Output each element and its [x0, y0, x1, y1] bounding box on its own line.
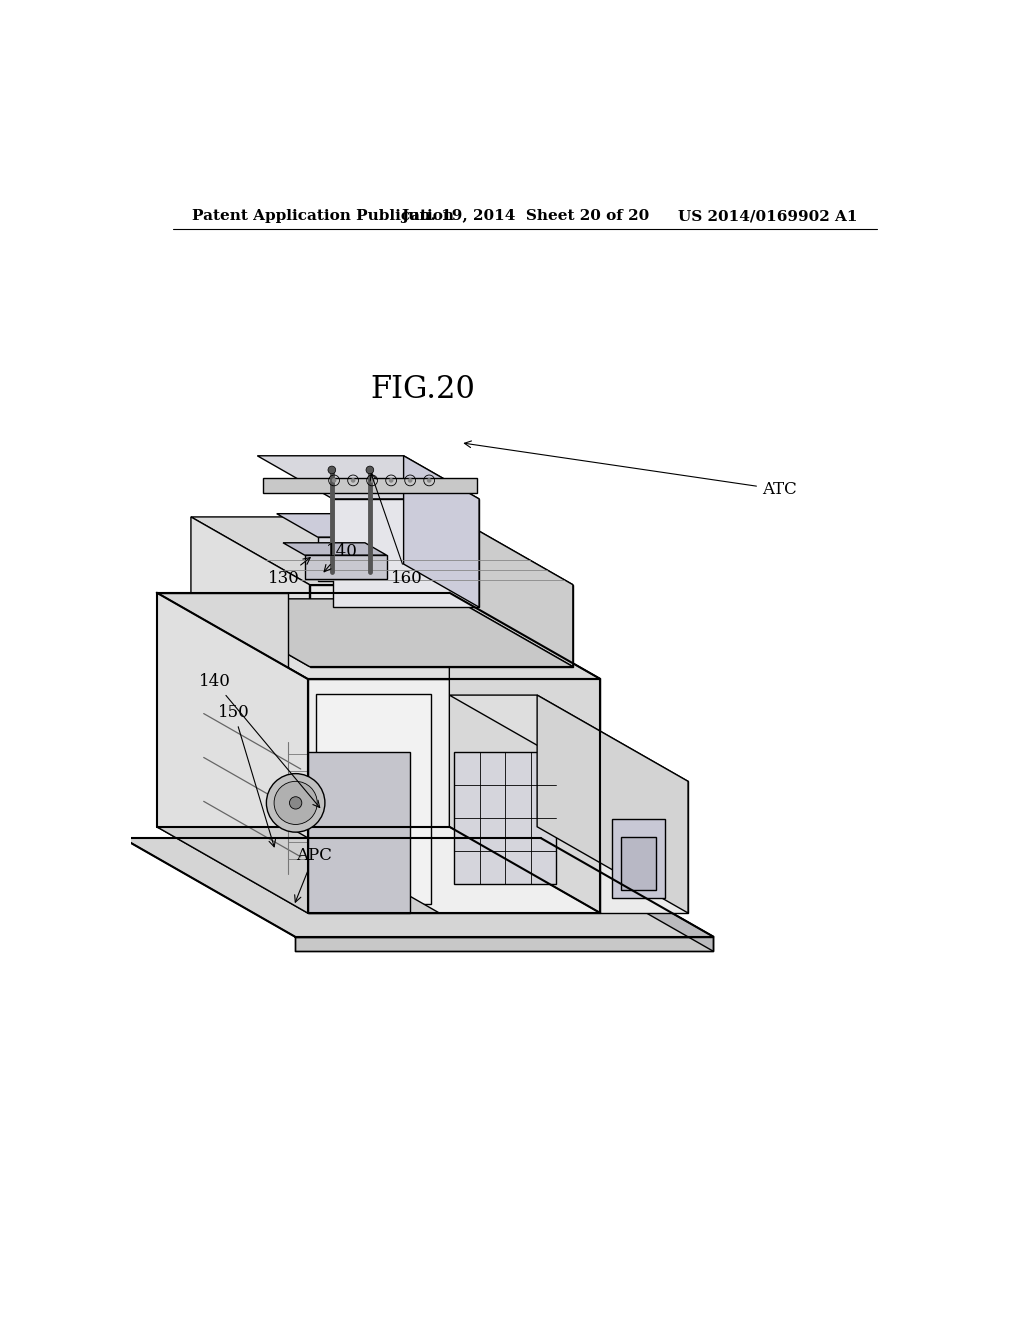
- Polygon shape: [157, 593, 600, 678]
- Polygon shape: [316, 693, 430, 904]
- Polygon shape: [190, 517, 572, 585]
- Polygon shape: [157, 593, 307, 752]
- Circle shape: [389, 478, 393, 483]
- Polygon shape: [621, 837, 655, 890]
- Circle shape: [266, 774, 325, 832]
- Polygon shape: [454, 752, 556, 884]
- Circle shape: [351, 478, 355, 483]
- Circle shape: [274, 781, 317, 825]
- Circle shape: [290, 797, 302, 809]
- Text: 140: 140: [199, 673, 319, 808]
- Text: 160: 160: [371, 474, 423, 586]
- Polygon shape: [538, 696, 688, 913]
- Polygon shape: [263, 478, 477, 492]
- Circle shape: [332, 478, 336, 483]
- Polygon shape: [600, 781, 688, 913]
- Polygon shape: [257, 455, 479, 499]
- Text: Patent Application Publication: Patent Application Publication: [193, 209, 455, 223]
- Polygon shape: [157, 593, 307, 913]
- Circle shape: [328, 466, 336, 474]
- Polygon shape: [450, 593, 600, 913]
- Polygon shape: [403, 455, 479, 607]
- Polygon shape: [365, 513, 406, 581]
- Polygon shape: [455, 517, 572, 667]
- Circle shape: [366, 466, 374, 474]
- Text: US 2014/0169902 A1: US 2014/0169902 A1: [678, 209, 857, 223]
- Text: ATC: ATC: [465, 441, 797, 498]
- Polygon shape: [333, 499, 479, 607]
- Polygon shape: [450, 696, 688, 781]
- Text: 150: 150: [218, 705, 275, 847]
- Circle shape: [427, 478, 431, 483]
- Polygon shape: [190, 517, 309, 667]
- Polygon shape: [309, 585, 572, 667]
- Polygon shape: [190, 599, 572, 667]
- Polygon shape: [304, 556, 386, 578]
- Circle shape: [408, 478, 413, 483]
- Polygon shape: [157, 593, 289, 826]
- Polygon shape: [295, 937, 714, 952]
- Polygon shape: [283, 543, 386, 556]
- Text: Jun. 19, 2014  Sheet 20 of 20: Jun. 19, 2014 Sheet 20 of 20: [400, 209, 649, 223]
- Polygon shape: [307, 752, 410, 913]
- Polygon shape: [276, 513, 406, 537]
- Circle shape: [370, 478, 375, 483]
- Text: FIG.20: FIG.20: [371, 374, 475, 405]
- Polygon shape: [123, 838, 714, 937]
- Polygon shape: [612, 820, 665, 899]
- Polygon shape: [307, 678, 600, 913]
- Text: APC: APC: [295, 846, 332, 902]
- Polygon shape: [157, 826, 439, 913]
- Polygon shape: [317, 537, 406, 581]
- Polygon shape: [541, 838, 714, 952]
- Text: 140: 140: [325, 543, 357, 572]
- Text: 130: 130: [268, 557, 310, 586]
